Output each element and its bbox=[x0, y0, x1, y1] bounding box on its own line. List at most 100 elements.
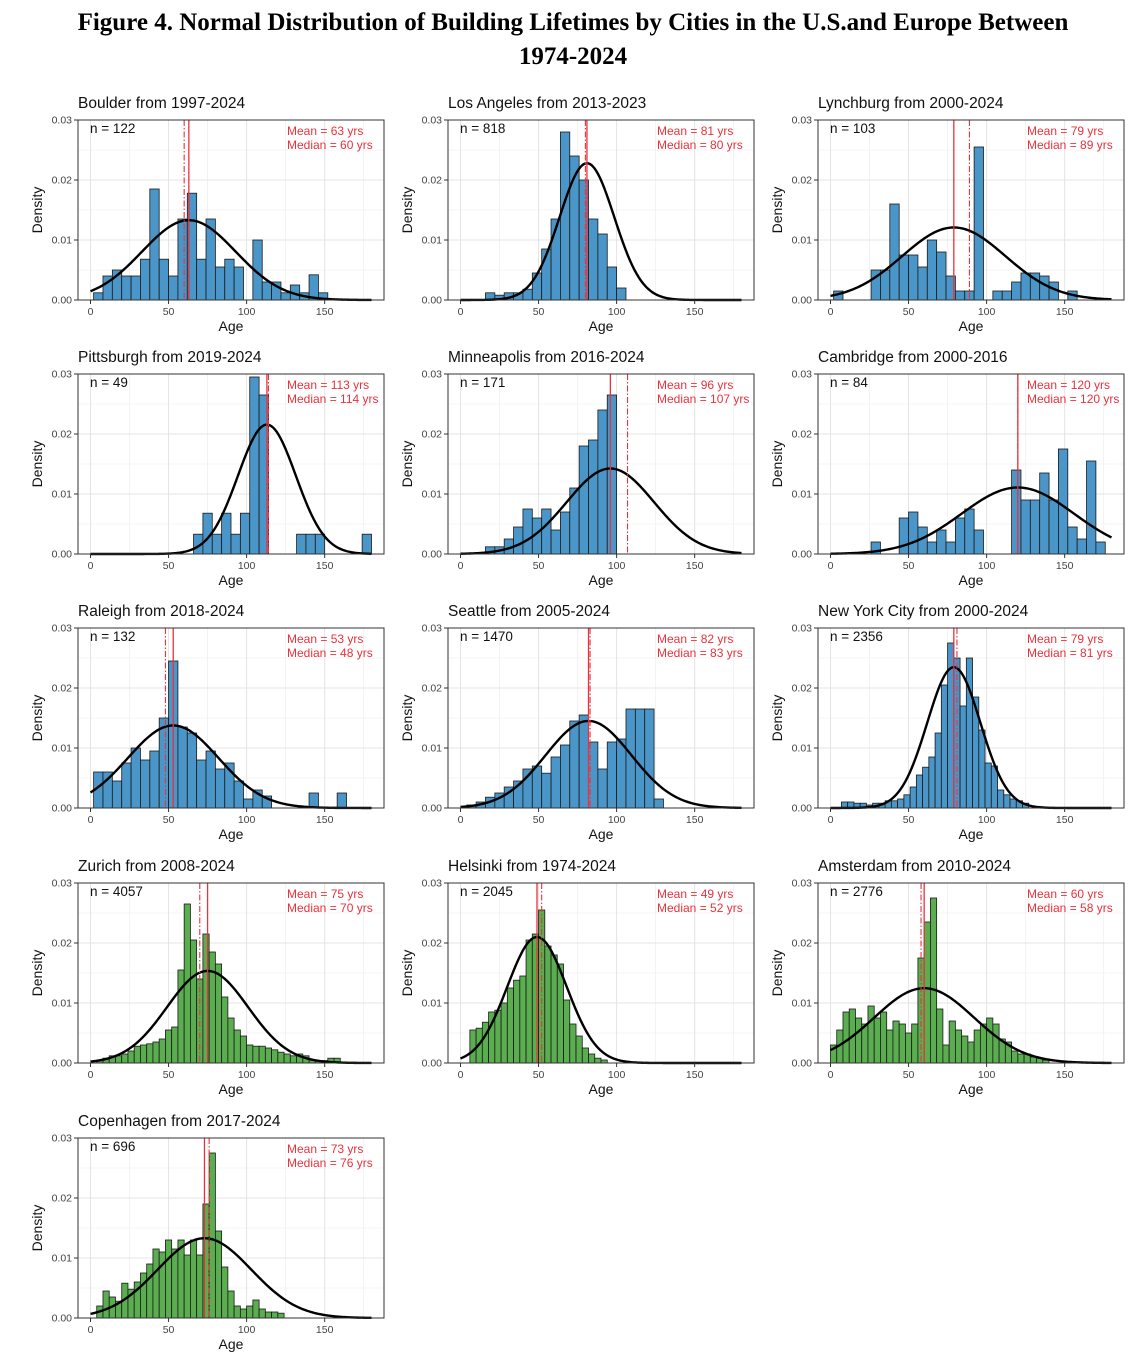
histogram-chart: Zurich from 2008-2024 n = 4057 Mean = 75 y… bbox=[29, 858, 385, 1097]
y-tick-label: 0.01 bbox=[52, 1253, 73, 1265]
y-tick-label: 0.01 bbox=[52, 235, 73, 247]
x-tick-label: 150 bbox=[316, 814, 334, 826]
y-tick-label: 0.02 bbox=[792, 175, 813, 187]
x-tick-label: 100 bbox=[978, 306, 996, 318]
normal-curve bbox=[90, 1237, 372, 1320]
chart-panel: New York City from 2000-2024 n = 2356 Mean… bbox=[760, 598, 1130, 848]
histogram-bar bbox=[158, 717, 169, 809]
x-axis-label: Age bbox=[219, 826, 244, 842]
histogram-bar bbox=[1001, 290, 1012, 301]
histogram-bar bbox=[861, 1023, 869, 1064]
x-tick-label: 0 bbox=[88, 1069, 94, 1081]
histogram-bar bbox=[541, 508, 552, 555]
histogram-bar bbox=[588, 1053, 596, 1064]
x-tick-label: 50 bbox=[903, 1069, 915, 1081]
plot-border bbox=[77, 627, 385, 809]
histogram-bar bbox=[616, 287, 627, 301]
histogram-bar bbox=[936, 529, 947, 555]
histogram-bar bbox=[531, 765, 543, 809]
sample-size-label: n = 2356 bbox=[830, 629, 883, 644]
histogram-bar bbox=[513, 979, 521, 1064]
histogram-bar bbox=[948, 1020, 956, 1064]
y-tick-label: 0.00 bbox=[792, 295, 813, 307]
histogram-bar bbox=[152, 1041, 160, 1064]
histogram-bar bbox=[296, 533, 307, 555]
x-tick-label: 150 bbox=[1056, 560, 1074, 572]
histogram-bar bbox=[233, 1305, 241, 1319]
y-tick-label: 0.01 bbox=[52, 998, 73, 1010]
x-tick-label: 100 bbox=[608, 814, 626, 826]
histogram-bar bbox=[880, 269, 891, 301]
sample-size-label: n = 2776 bbox=[830, 884, 883, 899]
x-tick-label: 150 bbox=[1056, 1069, 1074, 1081]
histogram-bar bbox=[158, 258, 169, 301]
chart-title: Los Angeles from 2013-2023 bbox=[448, 95, 646, 112]
x-tick-label: 50 bbox=[903, 306, 915, 318]
sample-size-label: n = 1470 bbox=[460, 629, 513, 644]
histogram-bar bbox=[973, 1029, 981, 1064]
median-label: Median = 58 yrs bbox=[1027, 901, 1113, 915]
normal-curve bbox=[90, 219, 372, 302]
histogram-bar bbox=[214, 963, 223, 1064]
y-axis-label: Density bbox=[399, 950, 415, 997]
y-tick-label: 0.01 bbox=[792, 998, 813, 1010]
histogram-bar bbox=[190, 1239, 198, 1319]
y-tick-label: 0.00 bbox=[422, 549, 443, 561]
histogram-bar bbox=[183, 1254, 191, 1319]
y-tick-label: 0.01 bbox=[422, 743, 443, 755]
histogram-bar bbox=[127, 1050, 135, 1064]
x-tick-label: 50 bbox=[533, 560, 545, 572]
y-tick-label: 0.03 bbox=[52, 115, 73, 127]
histogram-bar bbox=[597, 233, 608, 301]
x-axis-label: Age bbox=[219, 1336, 244, 1352]
histogram-bar bbox=[934, 732, 942, 809]
histogram-bar bbox=[208, 951, 216, 1064]
histogram-bar bbox=[513, 526, 524, 555]
histogram-bar bbox=[140, 1044, 148, 1064]
median-label: Median = 81 yrs bbox=[1027, 646, 1113, 660]
histogram-bar bbox=[264, 1311, 272, 1319]
histogram-bar bbox=[922, 766, 930, 809]
histogram-bar bbox=[227, 1017, 235, 1064]
histogram-bar bbox=[581, 1047, 589, 1064]
x-tick-label: 0 bbox=[88, 306, 94, 318]
histogram-bar bbox=[283, 1053, 291, 1064]
chart-panel: Raleigh from 2018-2024 n = 132 Mean = 53 y… bbox=[20, 598, 390, 848]
histogram-bar bbox=[1029, 499, 1041, 555]
histogram-bar bbox=[563, 999, 571, 1064]
chart-title: Pittsburgh from 2019-2024 bbox=[78, 349, 262, 366]
histogram-bar bbox=[177, 1239, 185, 1319]
y-tick-label: 0.02 bbox=[792, 683, 813, 695]
x-tick-label: 100 bbox=[608, 1069, 626, 1081]
y-tick-label: 0.02 bbox=[52, 1193, 73, 1205]
x-tick-label: 0 bbox=[828, 1069, 834, 1081]
x-axis-label: Age bbox=[589, 572, 614, 588]
histogram-bar bbox=[1020, 272, 1031, 301]
histogram-bar bbox=[897, 798, 905, 809]
histogram-bar bbox=[121, 762, 132, 809]
x-tick-label: 50 bbox=[533, 1069, 545, 1081]
y-tick-label: 0.00 bbox=[52, 1313, 73, 1325]
x-tick-label: 100 bbox=[978, 1069, 996, 1081]
chart-panel: Boulder from 1997-2024 n = 122 Mean = 63 y… bbox=[20, 90, 390, 340]
x-tick-label: 0 bbox=[88, 814, 94, 826]
x-tick-label: 150 bbox=[1056, 814, 1074, 826]
x-tick-label: 50 bbox=[533, 306, 545, 318]
histogram-bar bbox=[550, 954, 558, 1064]
histogram-bar bbox=[597, 409, 608, 555]
y-tick-label: 0.01 bbox=[422, 489, 443, 501]
y-axis-label: Density bbox=[399, 695, 415, 742]
x-tick-label: 50 bbox=[163, 306, 175, 318]
y-tick-label: 0.03 bbox=[792, 369, 813, 381]
sample-size-label: n = 122 bbox=[90, 121, 135, 136]
y-axis-label: Density bbox=[29, 695, 45, 742]
x-tick-label: 100 bbox=[238, 560, 256, 572]
histogram-bar bbox=[954, 290, 966, 301]
normal-curve bbox=[460, 719, 742, 810]
chart-panel: Pittsburgh from 2019-2024 n = 49 Mean = 11… bbox=[20, 344, 390, 594]
chart-title: Seattle from 2005-2024 bbox=[448, 603, 610, 620]
histogram-bar bbox=[102, 1290, 110, 1319]
x-tick-label: 100 bbox=[238, 814, 256, 826]
mean-label: Mean = 81 yrs bbox=[657, 124, 733, 138]
y-tick-label: 0.02 bbox=[422, 683, 443, 695]
